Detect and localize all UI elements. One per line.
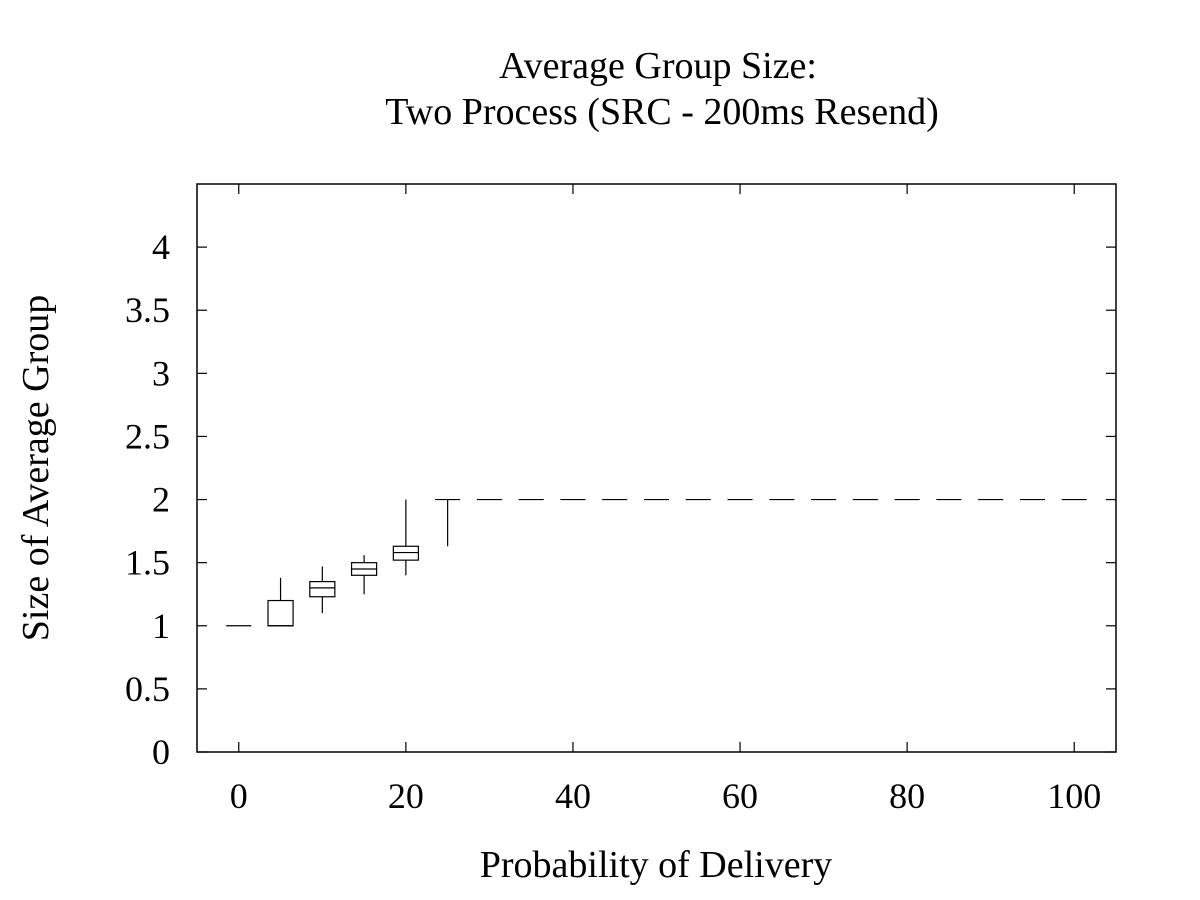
y-axis-label: Size of Average Group [15, 295, 57, 641]
box-body [392, 545, 419, 561]
box-body [309, 580, 336, 598]
y-tick-label: 2 [152, 480, 170, 520]
box-body [267, 599, 294, 627]
x-tick-label: 80 [889, 776, 925, 816]
x-tick-label: 100 [1047, 776, 1101, 816]
plot-area: 00.511.522.533.540 20 40 60 80 100 [125, 183, 1117, 816]
y-tick-label: 0 [152, 732, 170, 772]
y-tick-label: 3 [152, 353, 170, 393]
y-tick-label: 2.5 [125, 416, 170, 456]
x-axis-label: Probability of Delivery [480, 844, 832, 886]
chart-title-line2: Two Process (SRC - 200ms Resend) [385, 91, 939, 133]
x-tick-label: 40 [555, 776, 591, 816]
y-tick-label: 1 [152, 606, 170, 646]
x-tick-label: 0 [230, 776, 248, 816]
y-tick-label: 3.5 [125, 290, 170, 330]
y-tick-label: 4 [152, 227, 170, 267]
x-tick-label: 60 [722, 776, 758, 816]
chart-title-line1: Average Group Size: [499, 45, 817, 87]
y-tick-label: 0.5 [125, 669, 170, 709]
y-tick-label: 1.5 [125, 543, 170, 583]
plot-frame [196, 183, 1117, 753]
x-tick-label: 20 [388, 776, 424, 816]
